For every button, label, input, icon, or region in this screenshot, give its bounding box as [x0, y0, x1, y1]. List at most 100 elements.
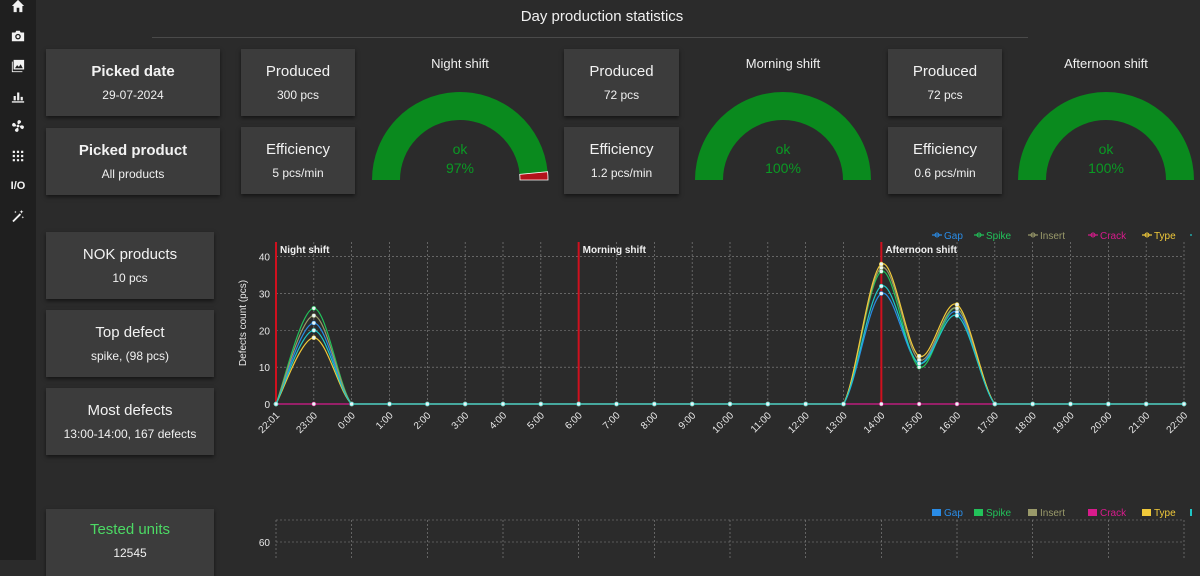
defects-bar-chart: 60GapSpikeInsertCrackTypeDMC [259, 508, 1192, 560]
sidebar-item-grid[interactable] [0, 142, 36, 170]
legend-item: Crack [1100, 508, 1127, 519]
images-icon [11, 59, 25, 73]
shift-marker-label: Afternoon shift [885, 245, 957, 256]
y-tick-label: 30 [259, 290, 271, 301]
io-icon: I/O [10, 180, 26, 192]
data-point-insert [311, 313, 317, 318]
x-tick-label: 15:00 [900, 410, 926, 436]
night-efficiency-card: Efficiency 5 pcs/min [241, 127, 355, 194]
x-tick-label: 10:00 [711, 410, 737, 436]
data-point-dmc [652, 401, 657, 407]
legend-item: Type [1154, 231, 1176, 242]
data-point-dmc [1068, 401, 1073, 407]
x-tick-label: 5:00 [525, 410, 547, 432]
night-produced-card: Produced 300 pcs [241, 49, 355, 116]
data-point-dmc [500, 401, 506, 407]
legend-swatch [1028, 509, 1037, 516]
picked-date-label: Picked date [91, 63, 175, 80]
x-tick-label: 12:00 [786, 410, 812, 436]
night-efficiency-label: Efficiency [266, 141, 330, 158]
night-shift-gauge: ok 97% [372, 91, 549, 181]
data-point-dmc [425, 401, 430, 407]
legend-marker [1090, 232, 1096, 238]
sidebar-item-statistics[interactable] [0, 82, 36, 110]
data-point-dmc [538, 401, 544, 407]
x-tick-label: 21:00 [1127, 410, 1153, 436]
picked-product-label: Picked product [78, 142, 188, 159]
x-tick-label: 18:00 [1013, 410, 1039, 436]
morning-efficiency-card: Efficiency 1.2 pcs/min [564, 127, 679, 194]
gauge-deficit-arc [519, 171, 549, 181]
data-point-crack [879, 401, 884, 407]
x-tick-label: 9:00 [677, 410, 699, 432]
legend-item: Insert [1040, 508, 1065, 519]
data-point-dmc [1030, 401, 1035, 407]
data-point-dmc [311, 328, 317, 333]
legend-item: Gap [944, 508, 963, 519]
gauge-percent: 100% [765, 160, 801, 176]
data-point-dmc [765, 401, 771, 407]
picked-date-card[interactable]: Picked date 29-07-2024 [46, 49, 220, 116]
legend-marker [1144, 232, 1150, 238]
morning-shift-title: Morning shift [745, 56, 821, 71]
picked-product-card[interactable]: Picked product All products [46, 128, 220, 195]
data-point-dmc [387, 401, 392, 407]
sidebar-item-magic[interactable] [0, 202, 36, 230]
legend-item: Gap [944, 231, 963, 242]
y-axis-label: Defects count (pcs) [238, 280, 249, 366]
data-point-dmc [727, 401, 733, 407]
x-tick-label: 6:00 [563, 410, 585, 432]
legend-swatch [1190, 509, 1192, 516]
x-tick-label: 14:00 [862, 410, 888, 436]
tested-units-card: Tested units 12545 [46, 509, 214, 576]
night-efficiency-value: 5 pcs/min [272, 166, 324, 180]
afternoon-produced-label: Produced [912, 63, 978, 80]
morning-produced-label: Produced [589, 63, 654, 80]
sidebar-item-home[interactable] [0, 0, 36, 20]
afternoon-shift-gauge: ok 100% [1018, 92, 1194, 180]
picked-product-value: All products [101, 167, 165, 181]
afternoon-efficiency-card: Efficiency 0.6 pcs/min [888, 127, 1002, 194]
sidebar: I/O [0, 0, 36, 560]
sidebar-item-fan[interactable] [0, 112, 36, 140]
x-tick-label: 7:00 [601, 410, 623, 432]
x-tick-label: 19:00 [1051, 410, 1077, 436]
legend-swatch [1142, 509, 1151, 516]
sidebar-item-camera[interactable] [0, 22, 36, 50]
sidebar-item-io[interactable]: I/O [0, 172, 36, 200]
data-point-type [311, 335, 317, 341]
y-tick-label: 0 [264, 400, 270, 411]
gauge-ok-arc [695, 92, 871, 180]
x-tick-label: 13:00 [824, 410, 850, 436]
x-tick-label: 22:00 [1165, 410, 1191, 436]
gauge-status: ok [1099, 141, 1115, 157]
data-point-dmc [954, 313, 960, 318]
x-tick-label: 22:01 [257, 410, 283, 436]
legend-item: Spike [986, 231, 1011, 242]
gauge-status: ok [453, 141, 469, 157]
data-point-spike [311, 305, 317, 311]
legend-swatch [1088, 509, 1097, 516]
data-point-crack [311, 401, 317, 407]
morning-efficiency-value: 1.2 pcs/min [590, 166, 653, 180]
gauge-ok-arc [1018, 92, 1194, 180]
data-point-dmc [1143, 401, 1149, 407]
x-tick-label: 11:00 [749, 410, 774, 435]
x-tick-label: 0:00 [336, 410, 358, 432]
morning-produced-card: Produced 72 pcs [564, 49, 679, 116]
x-tick-label: 17:00 [975, 410, 1001, 436]
most-defects-label: Most defects [87, 402, 173, 419]
sidebar-item-images[interactable] [0, 52, 36, 80]
x-tick-label: 2:00 [412, 410, 434, 432]
gauge-ok-arc [372, 91, 548, 180]
legend-marker [976, 232, 982, 238]
legend-swatch [932, 509, 941, 516]
afternoon-efficiency-label: Efficiency [913, 141, 977, 158]
y-tick-label: 60 [259, 538, 271, 549]
x-tick-label: 16:00 [938, 410, 964, 436]
nok-products-card: NOK products 10 pcs [46, 232, 214, 299]
morning-efficiency-label: Efficiency [589, 141, 654, 158]
fan-icon [12, 120, 24, 132]
title-divider [152, 37, 1028, 38]
shift-marker-label: Morning shift [583, 245, 647, 256]
